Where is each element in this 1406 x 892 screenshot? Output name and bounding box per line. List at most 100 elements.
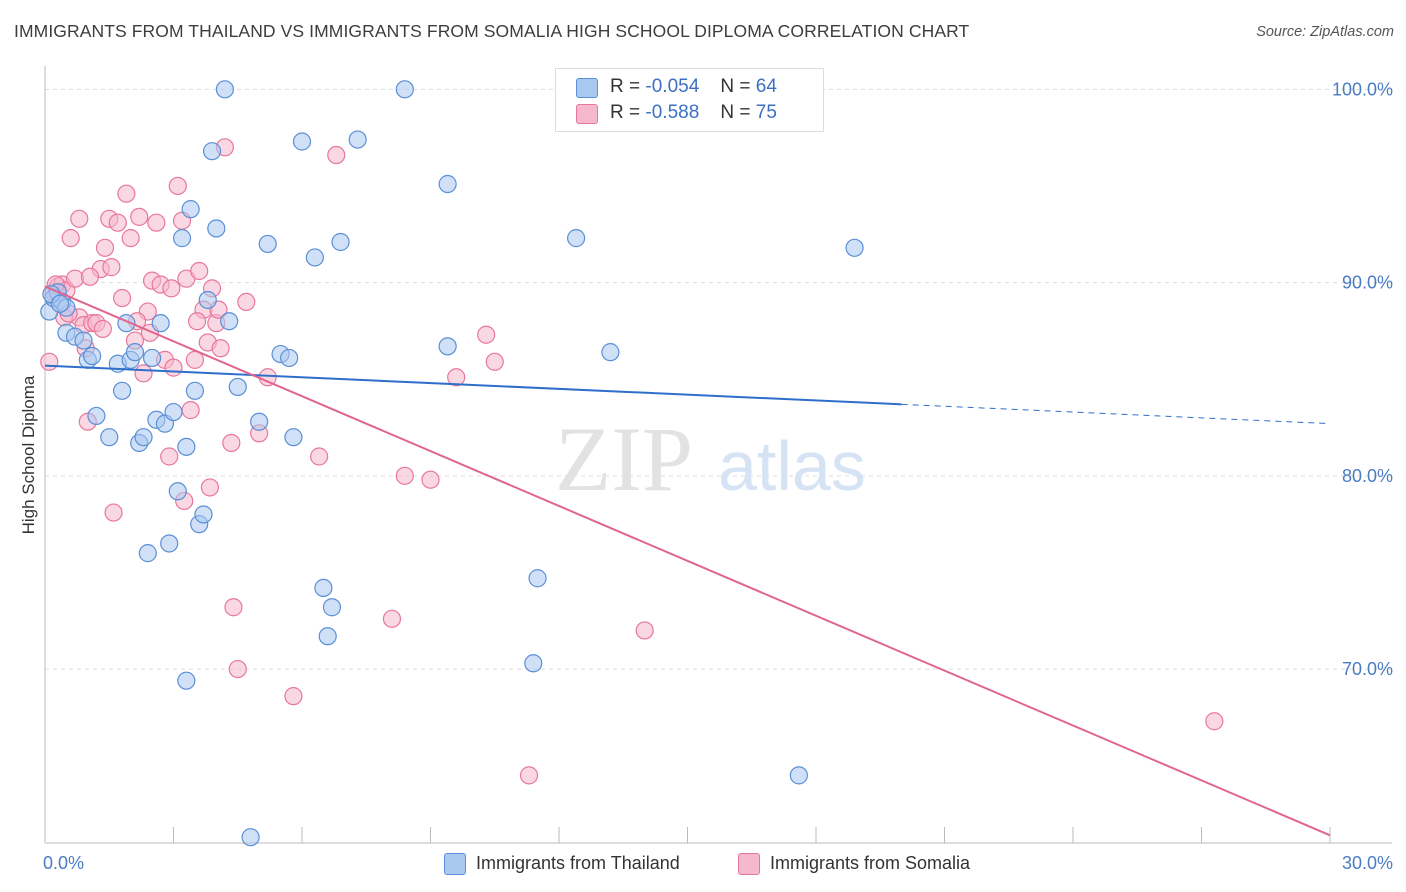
thailand-point-23: [164, 402, 183, 422]
y-tick-label-90: 90.0%: [1342, 273, 1393, 293]
axes: [44, 66, 1392, 844]
thailand-point-33: [207, 219, 226, 238]
bottom-somalia-swatch: [738, 853, 760, 875]
thailand-point-39: [258, 234, 277, 254]
thailand-point-41: [280, 348, 299, 368]
thailand-point-17: [134, 428, 153, 447]
somalia-point-70: [200, 478, 220, 497]
somalia-point-14: [95, 238, 115, 257]
somalia-point-8: [70, 209, 89, 228]
somalia-point-63: [93, 319, 112, 339]
thailand-r-value: -0.054: [645, 76, 700, 97]
thailand-point-61: [83, 346, 102, 366]
x-tick-label-max: 30.0%: [1342, 853, 1393, 873]
y-axis-title: High School Diploma: [19, 375, 38, 534]
thailand-trend-extension: [901, 403, 1331, 425]
trend-lines: [44, 285, 1331, 837]
thailand-point-42: [284, 428, 303, 447]
thailand-point-12: [112, 381, 132, 400]
somalia-point-5: [61, 229, 80, 248]
thailand-point-38: [250, 412, 269, 431]
bottom-thailand-swatch: [444, 853, 466, 875]
somalia-swatch: [576, 104, 598, 124]
thailand-point-60: [50, 294, 70, 313]
somalia-point-30: [164, 358, 183, 377]
somalia-trend-line: [44, 285, 1331, 837]
x-tick-label-min: 0.0%: [43, 853, 84, 873]
thailand-point-52: [438, 174, 457, 194]
somalia-point-45: [237, 292, 256, 311]
watermark-atlas: atlas: [718, 427, 866, 505]
somalia-point-64: [102, 258, 121, 277]
thailand-point-20: [151, 314, 170, 333]
somalia-point-44: [228, 659, 247, 679]
somalia-r-value: -0.588: [645, 102, 700, 123]
somalia-point-23: [134, 364, 153, 383]
thailand-point-51: [438, 337, 457, 356]
somalia-point-22: [130, 207, 149, 226]
thailand-point-49: [348, 130, 367, 149]
thailand-point-18: [138, 544, 157, 563]
thailand-point-48: [331, 232, 350, 252]
y-tick-label-100: 100.0%: [1332, 79, 1393, 99]
somalia-point-50: [327, 145, 346, 165]
somalia-point-62: [80, 267, 100, 286]
somalia-point-49: [310, 447, 329, 466]
y-tick-label-70: 70.0%: [1342, 659, 1393, 679]
thailand-point-36: [228, 377, 247, 397]
thailand-point-46: [318, 627, 337, 646]
thailand-point-45: [314, 578, 333, 598]
thailand-point-63: [177, 437, 196, 456]
thailand-point-58: [845, 238, 864, 257]
thailand-point-10: [100, 428, 119, 447]
somalia-r-label: R =: [610, 102, 641, 123]
y-tick-label-80: 80.0%: [1342, 466, 1393, 486]
somalia-point-53: [421, 470, 440, 489]
source-credit: Source: ZipAtlas.com: [1256, 24, 1394, 40]
somalia-point-36: [190, 261, 209, 281]
thailand-n-label: N =: [720, 76, 751, 97]
somalia-point-48: [284, 687, 303, 706]
thailand-point-62: [142, 348, 162, 368]
thailand-point-9: [87, 406, 106, 426]
thailand-point-32: [202, 142, 222, 161]
thailand-point-28: [185, 381, 205, 400]
somalia-point-16: [104, 503, 123, 522]
gridlines: [45, 88, 1392, 670]
thailand-point-57: [789, 766, 808, 785]
chart-title: IMMIGRANTS FROM THAILAND VS IMMIGRANTS F…: [14, 21, 970, 41]
thailand-point-35: [220, 312, 239, 331]
somalia-point-18: [112, 288, 132, 308]
bottom-somalia-label: Immigrants from Somalia: [770, 853, 971, 873]
watermark-zip: ZIP: [555, 408, 693, 510]
thailand-point-43: [292, 132, 312, 151]
somalia-point-52: [395, 466, 414, 485]
somalia-point-58: [635, 621, 654, 640]
somalia-point-55: [477, 325, 496, 344]
somalia-point-69: [187, 312, 207, 331]
tick-labels: 70.0% 80.0% 90.0% 100.0% 0.0% 30.0%: [43, 79, 1393, 873]
thailand-point-7: [74, 331, 93, 350]
somalia-point-29: [160, 447, 179, 466]
correlation-legend: R = -0.054 N = 64 R = -0.588 N = 75: [555, 68, 824, 132]
thailand-trend-line: [44, 364, 902, 406]
thailand-point-53: [524, 654, 543, 673]
somalia-point-56: [485, 352, 504, 371]
thailand-point-56: [601, 343, 620, 362]
thailand-point-50: [395, 80, 414, 99]
somalia-point-17: [108, 213, 127, 232]
thailand-point-22: [160, 534, 179, 553]
somalia-point-0: [40, 352, 59, 371]
somalia-point-26: [147, 213, 166, 232]
thailand-point-31: [198, 290, 217, 310]
somalia-point-43: [224, 598, 243, 617]
thailand-point-44: [305, 248, 324, 267]
somalia-point-59: [1205, 712, 1224, 731]
somalia-point-57: [519, 766, 539, 785]
somalia-n-value: 75: [755, 102, 777, 123]
thailand-point-55: [567, 229, 586, 248]
somalia-point-19: [117, 184, 136, 203]
bottom-thailand-label: Immigrants from Thailand: [476, 853, 680, 873]
somalia-point-34: [181, 401, 200, 420]
